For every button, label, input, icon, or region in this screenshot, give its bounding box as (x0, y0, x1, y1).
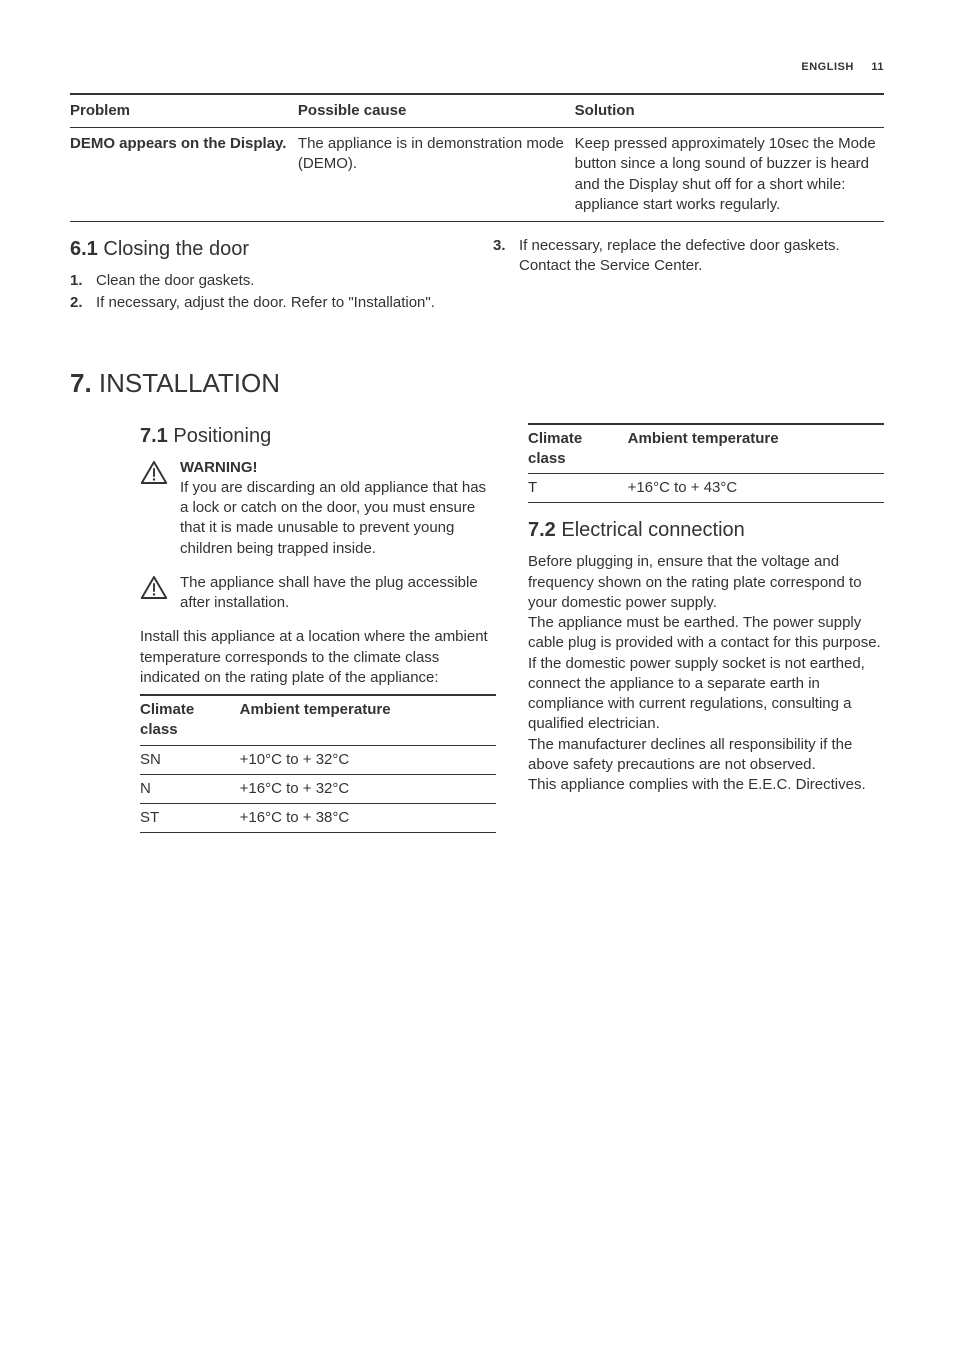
closing-num: 6.1 (70, 238, 98, 260)
list-item: If necessary, replace the defective door… (519, 236, 884, 277)
cell-class: N (140, 774, 240, 803)
cell-class: ST (140, 804, 240, 833)
cell-problem: DEMO appears on the Display. (70, 135, 286, 152)
list-item: Clean the door gaskets. (70, 271, 461, 291)
cell-class: SN (140, 745, 240, 774)
warning-block: WARNING! If you are discarding an old ap… (140, 458, 496, 559)
closing-steps-left: Clean the door gaskets. If necessary, ad… (70, 271, 461, 314)
warning-icon (140, 575, 168, 600)
note-text: The appliance shall have the plug access… (180, 573, 496, 614)
warning-text: If you are discarding an old appliance t… (180, 478, 496, 559)
electrical-p3: The manufacturer declines all responsibi… (528, 735, 884, 776)
cell-temp: +16°C to + 32°C (240, 774, 496, 803)
installation-title: INSTALLATION (99, 368, 280, 398)
positioning-num: 7.1 (140, 425, 168, 447)
th-climate-class: Climate class (140, 695, 240, 745)
electrical-num: 7.2 (528, 519, 556, 541)
warning-label: WARNING! (180, 458, 496, 478)
th-problem: Problem (70, 94, 298, 128)
step-number: 3. (493, 236, 519, 256)
table-row: T+16°C to + 43°C (528, 474, 884, 503)
th-ambient: Ambient temperature (628, 424, 884, 474)
troubleshoot-table: Problem Possible cause Solution DEMO app… (70, 93, 884, 222)
table-row: SN+10°C to + 32°C (140, 745, 496, 774)
list-item: If necessary, adjust the door. Refer to … (70, 293, 461, 313)
cell-temp: +10°C to + 32°C (240, 745, 496, 774)
installation-heading: 7. INSTALLATION (70, 366, 884, 401)
closing-steps-right: 3. If necessary, replace the defective d… (493, 236, 884, 277)
th-cause: Possible cause (298, 94, 575, 128)
cell-cause: The appliance is in demonstration mode (… (298, 128, 575, 222)
page-header: ENGLISH 11 (70, 60, 884, 75)
table-row: DEMO appears on the Display. The applian… (70, 128, 884, 222)
cell-temp: +16°C to + 43°C (628, 474, 884, 503)
th-climate-class: Climate class (528, 424, 628, 474)
th-solution: Solution (575, 94, 884, 128)
cell-temp: +16°C to + 38°C (240, 804, 496, 833)
table-row: N+16°C to + 32°C (140, 774, 496, 803)
electrical-p4: This appliance complies with the E.E.C. … (528, 775, 884, 795)
climate-table-right: Climate class Ambient temperature T+16°C… (528, 423, 884, 504)
electrical-p1: Before plugging in, ensure that the volt… (528, 552, 884, 613)
closing-heading: 6.1 Closing the door (70, 236, 461, 263)
header-lang: ENGLISH (801, 61, 853, 73)
climate-table-left: Climate class Ambient temperature SN+10°… (140, 694, 496, 833)
cell-class: T (528, 474, 628, 503)
closing-title: Closing the door (103, 238, 249, 260)
electrical-p2: The appliance must be earthed. The power… (528, 613, 884, 735)
positioning-title: Positioning (173, 425, 271, 447)
positioning-intro: Install this appliance at a location whe… (140, 627, 496, 688)
positioning-heading: 7.1 Positioning (140, 423, 496, 450)
table-row: ST+16°C to + 38°C (140, 804, 496, 833)
cell-solution: Keep pressed approximately 10sec the Mod… (575, 128, 884, 222)
electrical-title: Electrical connection (561, 519, 744, 541)
header-page: 11 (871, 61, 884, 73)
warning-icon (140, 460, 168, 485)
note-block: The appliance shall have the plug access… (140, 573, 496, 614)
th-ambient: Ambient temperature (240, 695, 496, 745)
installation-num: 7. (70, 368, 92, 398)
electrical-heading: 7.2 Electrical connection (528, 517, 884, 544)
